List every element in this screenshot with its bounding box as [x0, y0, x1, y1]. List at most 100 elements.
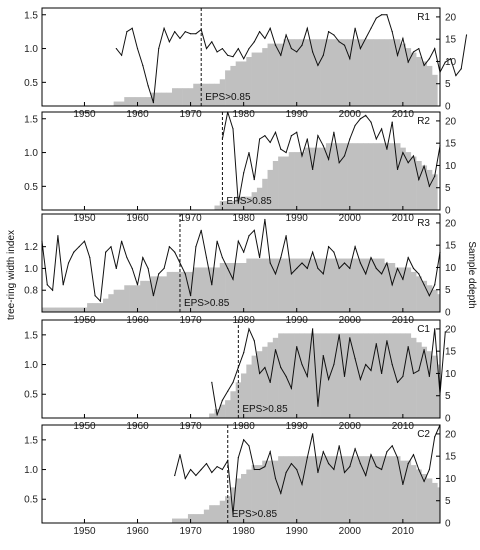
- depth-bar: [394, 39, 401, 106]
- depth-bar: [299, 258, 305, 312]
- depth-bar: [267, 169, 274, 210]
- depth-bar: [108, 294, 114, 312]
- index-point: [306, 267, 308, 270]
- depth-bar: [384, 456, 390, 523]
- index-point: [396, 381, 399, 383]
- x-tick-label: 1950: [73, 526, 96, 537]
- y-left-tick-label: 0.5: [24, 390, 38, 401]
- depth-bar: [299, 333, 305, 418]
- depth-bar: [304, 147, 311, 210]
- index-point: [450, 58, 452, 60]
- index-point: [396, 267, 399, 270]
- depth-bar: [225, 263, 231, 312]
- depth-bar: [405, 152, 412, 210]
- index-point: [280, 148, 282, 150]
- index-point: [365, 363, 367, 366]
- depth-bar: [315, 147, 321, 210]
- depth-bar: [60, 307, 67, 312]
- y-right-tick-label: 20: [445, 218, 457, 229]
- index-point: [269, 27, 271, 29]
- depth-bar: [209, 83, 215, 106]
- depth-bar: [336, 258, 343, 312]
- depth-bar: [203, 267, 210, 312]
- index-point: [338, 445, 340, 447]
- depth-bar: [336, 39, 343, 106]
- index-point: [343, 375, 346, 378]
- y-right-tick-label: 0: [445, 414, 451, 425]
- panel-frame: [41, 424, 441, 524]
- depth-bar: [426, 351, 433, 418]
- x-tick-label: 1960: [126, 526, 149, 537]
- depth-bar: [103, 298, 109, 312]
- index-point: [237, 240, 239, 242]
- index-point: [205, 256, 208, 259]
- depth-bar: [156, 276, 162, 312]
- depth-bar: [304, 456, 311, 523]
- index-point: [412, 155, 415, 157]
- depth-bar: [309, 39, 316, 106]
- y-left-tick-label: 1.0: [24, 465, 38, 476]
- index-point: [115, 267, 117, 270]
- x-tick-label: 1990: [286, 213, 309, 224]
- panel-id-label: R3: [417, 218, 430, 229]
- depth-bar: [373, 258, 380, 312]
- index-point: [195, 474, 197, 477]
- index-point: [147, 267, 149, 270]
- index-point: [301, 483, 303, 485]
- depth-bar: [331, 333, 337, 418]
- x-tick-label: 2010: [392, 526, 415, 537]
- index-point: [290, 135, 293, 137]
- index-point: [423, 64, 425, 67]
- depth-bar: [378, 143, 385, 210]
- depth-bar: [182, 518, 189, 523]
- depth-bar: [363, 143, 369, 210]
- index-point: [391, 284, 393, 286]
- y-left-tick-label: 1.5: [24, 10, 38, 21]
- x-tick-label: 2000: [339, 213, 362, 224]
- depth-bar: [363, 39, 369, 106]
- index-point: [174, 31, 176, 33]
- y-right-tick-label: 5: [445, 79, 451, 90]
- depth-bar: [92, 303, 99, 312]
- index-point: [365, 474, 367, 477]
- index-point: [317, 267, 319, 270]
- depth-bar: [256, 52, 263, 106]
- panel-frame: [41, 111, 441, 211]
- index-point: [301, 155, 303, 157]
- index-point: [280, 256, 282, 259]
- index-point: [370, 27, 372, 29]
- depth-bar: [384, 263, 390, 312]
- index-point: [221, 399, 224, 401]
- depth-bar: [193, 514, 199, 523]
- x-tick-label: 2010: [392, 421, 415, 432]
- index-points: [174, 424, 441, 515]
- index-point: [381, 273, 383, 275]
- y-right-tick-label: 15: [445, 452, 457, 463]
- depth-bar: [416, 57, 422, 106]
- index-point: [412, 372, 415, 375]
- index-point: [274, 273, 277, 275]
- index-point: [370, 454, 372, 456]
- panel-id-label: R2: [417, 116, 430, 127]
- depth-bar: [320, 333, 327, 418]
- index-point: [322, 355, 324, 357]
- depth-bar: [341, 456, 348, 523]
- depth-bar: [384, 39, 390, 106]
- index-point: [248, 328, 250, 330]
- index-point: [205, 47, 208, 50]
- index-point: [158, 273, 160, 275]
- depth-bar: [225, 496, 231, 523]
- depth-bar: [97, 303, 104, 312]
- depth-bar: [230, 65, 236, 106]
- depth-bar: [278, 456, 284, 523]
- depth-bar: [309, 258, 316, 312]
- index-point: [184, 31, 186, 33]
- index-point: [407, 256, 409, 259]
- depth-bar: [405, 48, 412, 106]
- y-right-tick-label: 10: [445, 474, 457, 485]
- index-point: [57, 235, 59, 237]
- y-right-tick-label: 10: [445, 369, 457, 380]
- index-point: [359, 463, 361, 465]
- x-tick-label: 1990: [286, 526, 309, 537]
